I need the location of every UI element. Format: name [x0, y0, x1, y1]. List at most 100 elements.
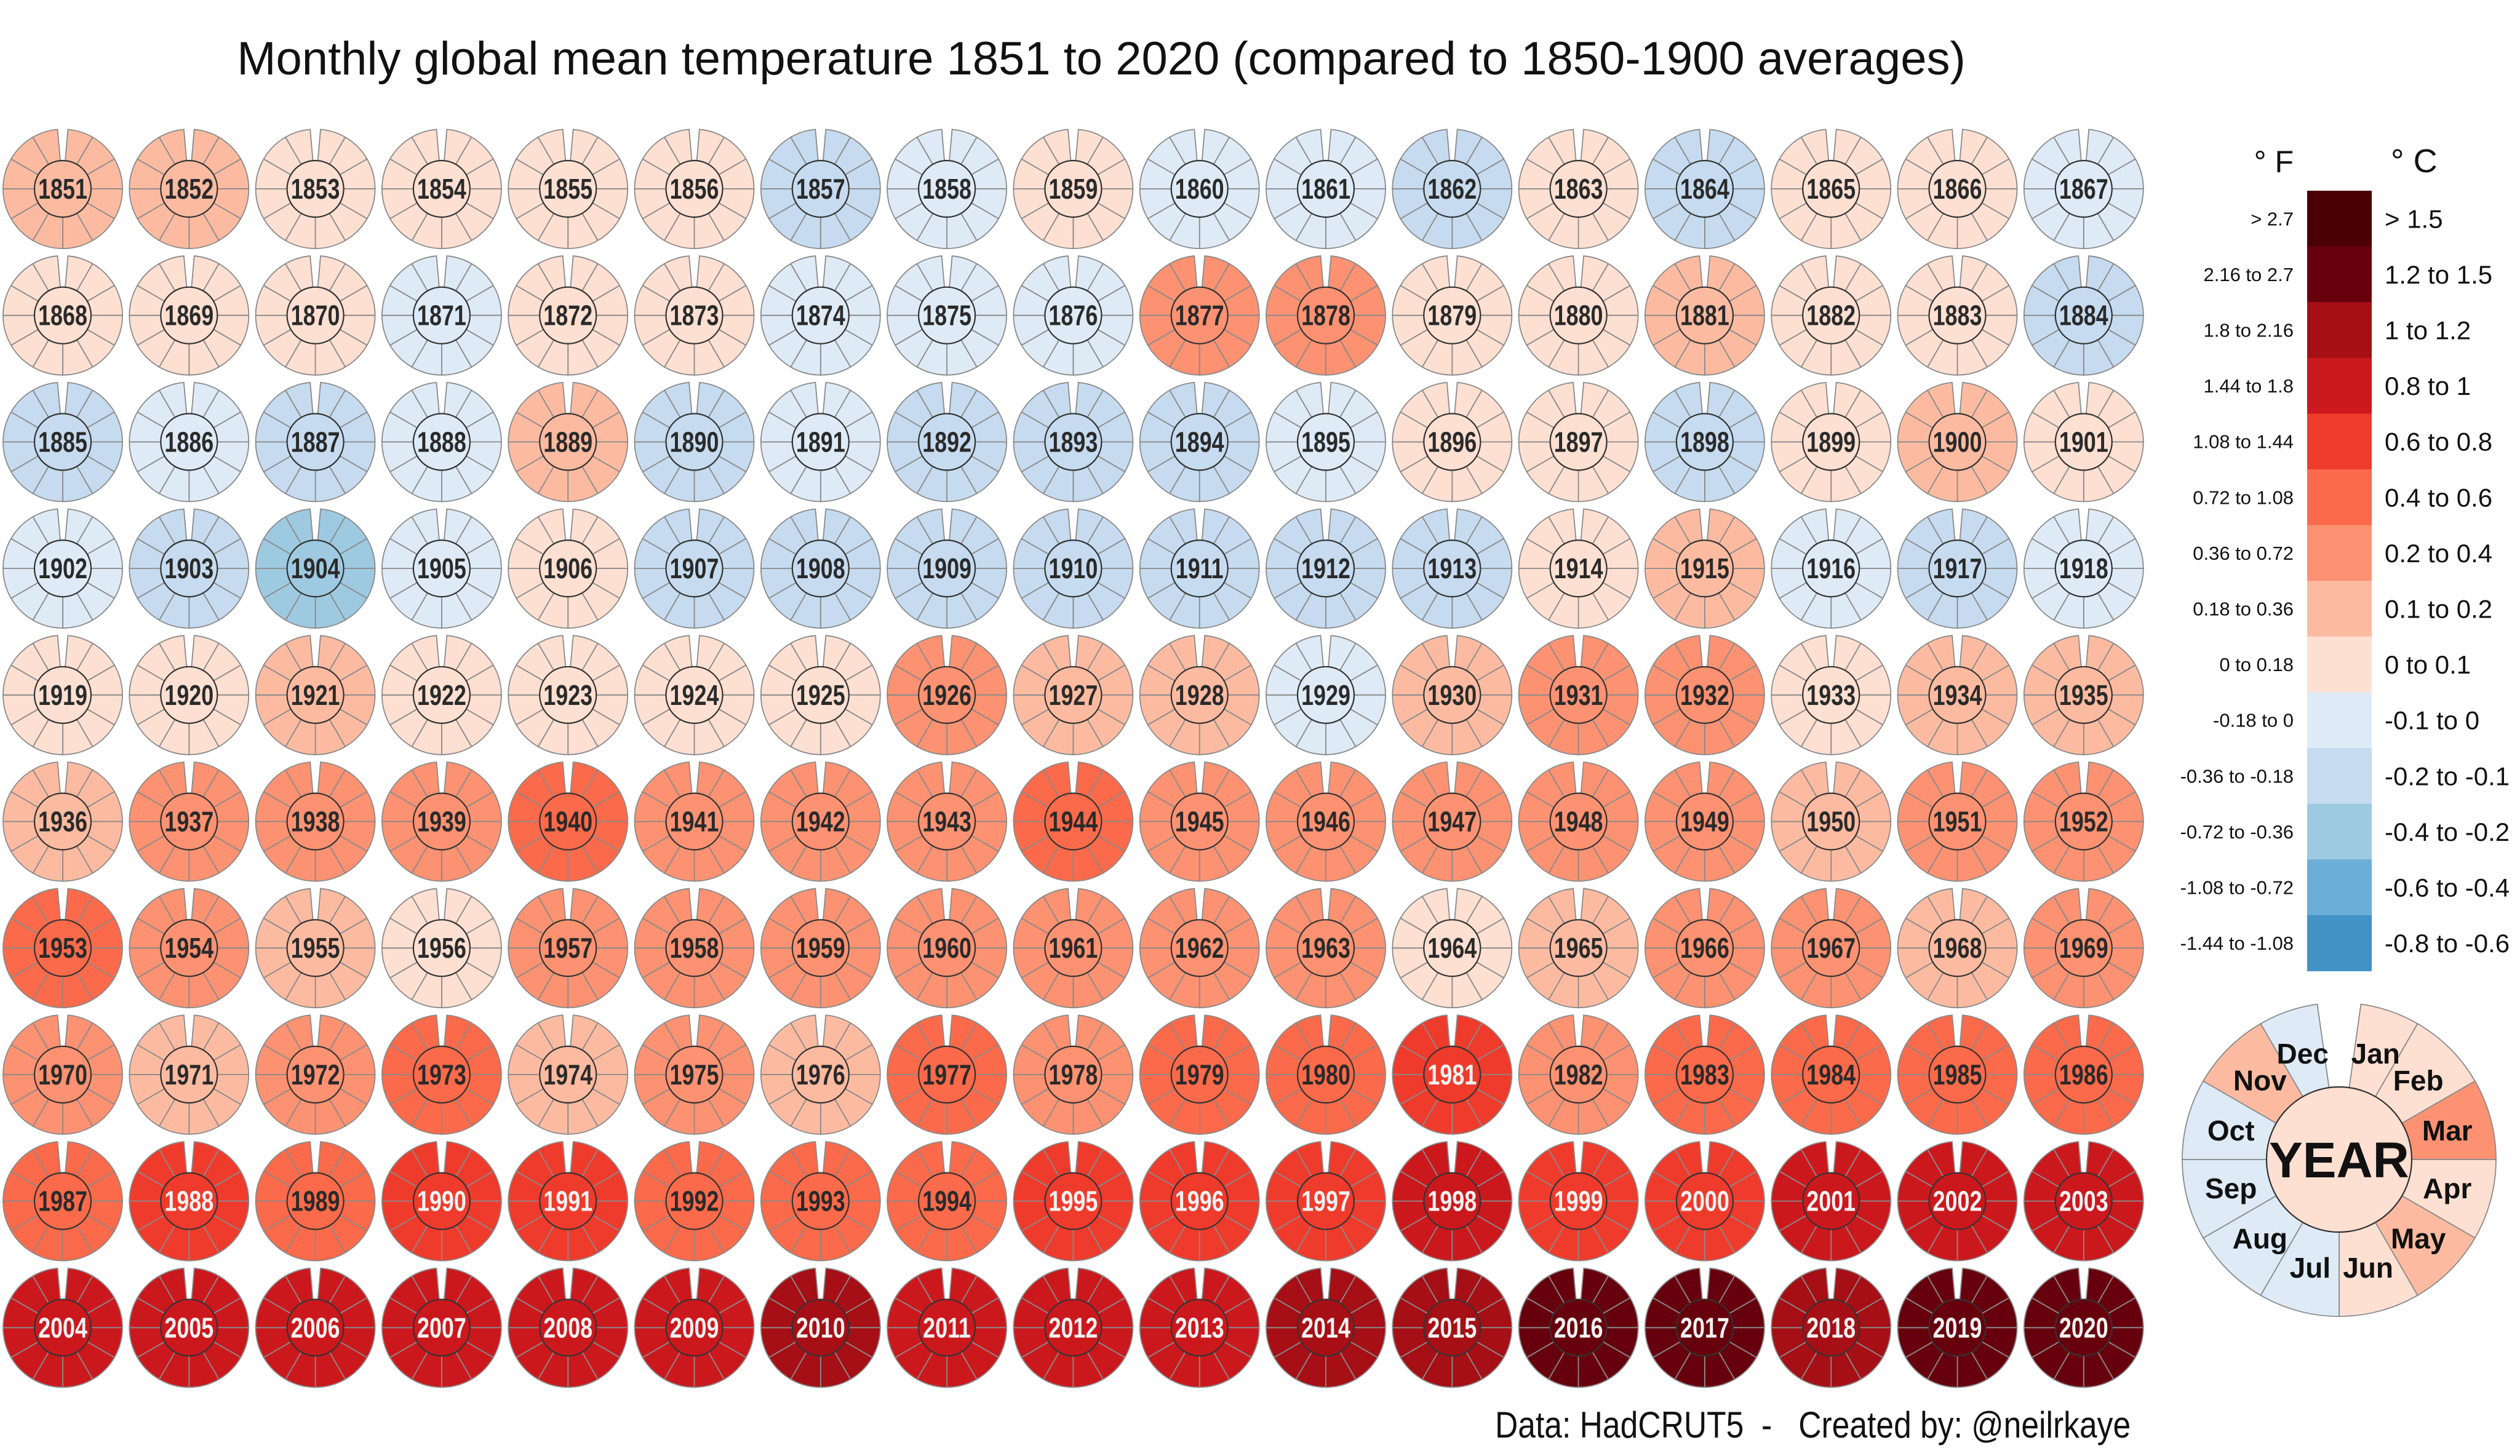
year-wheel-2009: 2009	[634, 1267, 755, 1388]
annual-circle	[33, 919, 92, 977]
year-label: 2006	[291, 1312, 340, 1343]
year-wheel-1923: 1923	[508, 635, 629, 755]
legend-label-f: 0.36 to 0.72	[2193, 543, 2294, 564]
year-wheel-1946: 1946	[1266, 761, 1386, 882]
year-wheel-1981: 1981	[1392, 1014, 1513, 1135]
year-wheel-1997: 1997	[1266, 1140, 1386, 1262]
year-label: 1946	[1301, 806, 1350, 837]
legend-swatch	[2307, 357, 2372, 414]
year-label: 1935	[2059, 680, 2108, 711]
year-label: 1958	[670, 933, 719, 964]
key-month-label: May	[2391, 1223, 2446, 1255]
year-label: 1991	[543, 1185, 592, 1217]
year-wheel-1889: 1889	[508, 381, 629, 503]
year-label: 1910	[1048, 553, 1098, 584]
year-wheel-1896: 1896	[1392, 381, 1513, 503]
annual-circle	[1549, 159, 1608, 218]
annual-circle	[412, 666, 471, 724]
year-wheel-1873: 1873	[634, 255, 755, 376]
annual-circle	[160, 919, 218, 977]
year-wheel-1874: 1874	[760, 255, 881, 376]
key-month-label: Aug	[2233, 1223, 2287, 1255]
annual-circle	[791, 666, 850, 724]
year-label: 1942	[796, 806, 845, 837]
year-wheel-1856: 1856	[634, 129, 755, 249]
year-label: 2004	[38, 1312, 87, 1343]
annual-circle	[665, 286, 724, 344]
year-label: 1861	[1301, 173, 1350, 205]
annual-circle	[1170, 286, 1229, 344]
annual-circle	[160, 286, 218, 344]
annual-circle	[791, 792, 850, 851]
key-month-label: Mar	[2422, 1115, 2473, 1147]
year-wheel-1903: 1903	[129, 508, 250, 629]
annual-circle	[665, 1045, 724, 1104]
year-label: 1891	[796, 426, 845, 458]
year-wheel-1971: 1971	[129, 1014, 250, 1135]
year-wheel-1892: 1892	[887, 381, 1008, 503]
year-label: 1976	[796, 1059, 845, 1091]
key-month-label: Feb	[2393, 1064, 2444, 1096]
year-label: 1863	[1554, 173, 1603, 205]
year-label: 1919	[38, 680, 87, 711]
annual-circle	[539, 159, 597, 218]
annual-circle	[412, 792, 471, 851]
annual-circle	[791, 413, 850, 471]
year-label: 1889	[543, 426, 592, 458]
legend-swatch	[2307, 581, 2372, 637]
annual-circle	[2054, 286, 2113, 344]
annual-circle	[1675, 792, 1734, 851]
annual-circle	[1423, 792, 1481, 851]
year-label: 1884	[2059, 300, 2108, 331]
year-label: 1870	[291, 300, 340, 331]
annual-circle	[665, 666, 724, 724]
year-wheel-1868: 1868	[2, 255, 123, 376]
year-wheel-1991: 1991	[508, 1140, 629, 1262]
legend-swatch	[2307, 859, 2372, 916]
year-wheel-1877: 1877	[1139, 255, 1260, 376]
year-wheel-1879: 1879	[1392, 255, 1513, 376]
year-label: 1962	[1175, 933, 1224, 964]
annual-circle	[917, 1045, 976, 1104]
legend-swatch	[2307, 413, 2372, 470]
year-label: 2016	[1554, 1312, 1603, 1343]
annual-circle	[665, 919, 724, 977]
year-wheel-1984: 1984	[1771, 1014, 1892, 1135]
year-label: 1990	[417, 1185, 466, 1217]
year-wheel-1902: 1902	[2, 508, 123, 629]
year-label: 1926	[922, 680, 971, 711]
year-label: 1977	[922, 1059, 971, 1091]
annual-circle	[1170, 539, 1229, 598]
year-wheel-1937: 1937	[129, 761, 250, 882]
year-wheel-2004: 2004	[2, 1267, 123, 1388]
annual-circle	[1549, 413, 1608, 471]
year-label: 1907	[670, 553, 719, 584]
year-wheel-1915: 1915	[1644, 508, 1765, 629]
annual-circle	[1549, 666, 1608, 724]
year-wheel-1955: 1955	[255, 888, 376, 1009]
annual-circle	[286, 666, 345, 724]
legend-label-c: > 1.5	[2385, 204, 2443, 233]
annual-circle	[1549, 539, 1608, 598]
year-label: 1955	[291, 933, 340, 964]
year-wheel-1916: 1916	[1771, 508, 1892, 629]
year-wheel-1861: 1861	[1266, 129, 1386, 249]
annual-circle	[33, 666, 92, 724]
year-wheel-1927: 1927	[1013, 635, 1134, 755]
annual-circle	[286, 919, 345, 977]
year-wheel-1897: 1897	[1518, 381, 1639, 503]
legend-label-f: 1.08 to 1.44	[2193, 431, 2294, 453]
annual-circle	[1675, 413, 1734, 471]
year-label: 1899	[1806, 426, 1856, 458]
legend-label-f: 1.44 to 1.8	[2203, 375, 2294, 397]
annual-circle	[1928, 413, 1987, 471]
year-wheel-1987: 1987	[2, 1140, 123, 1262]
annual-circle	[1928, 666, 1987, 724]
annual-circle	[33, 286, 92, 344]
year-label: 1937	[164, 806, 213, 837]
year-wheel-1888: 1888	[381, 381, 502, 503]
annual-circle	[1928, 919, 1987, 977]
legend-label-f: 0.72 to 1.08	[2193, 487, 2294, 508]
year-label: 1913	[1427, 553, 1477, 584]
year-label: 1960	[922, 933, 971, 964]
